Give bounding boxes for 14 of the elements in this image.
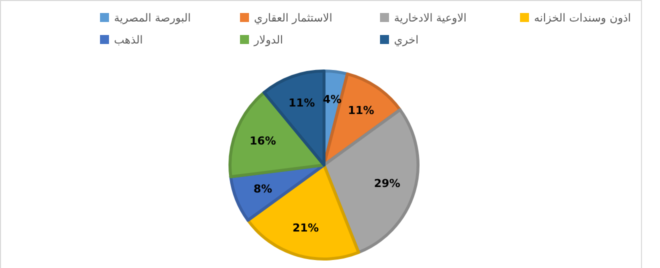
legend-label: البورصة المصرية [114,12,191,24]
legend-label: الاستثمار العقاري [254,12,332,24]
data-label: 8% [253,182,272,196]
pie-slice [246,164,360,260]
legend-label: اخري [394,34,419,46]
legend-label: اذون وسندات الخزانه [534,12,631,24]
data-label: 21% [292,222,319,235]
data-label: 29% [374,176,400,190]
legend-label: الاوعية الادخارية [394,12,467,24]
data-label: 11% [348,104,374,118]
legend-label: الذهب [114,34,143,46]
data-label: 16% [250,134,276,148]
data-label: 11% [288,96,315,110]
legend-label: الدولار [253,34,284,46]
